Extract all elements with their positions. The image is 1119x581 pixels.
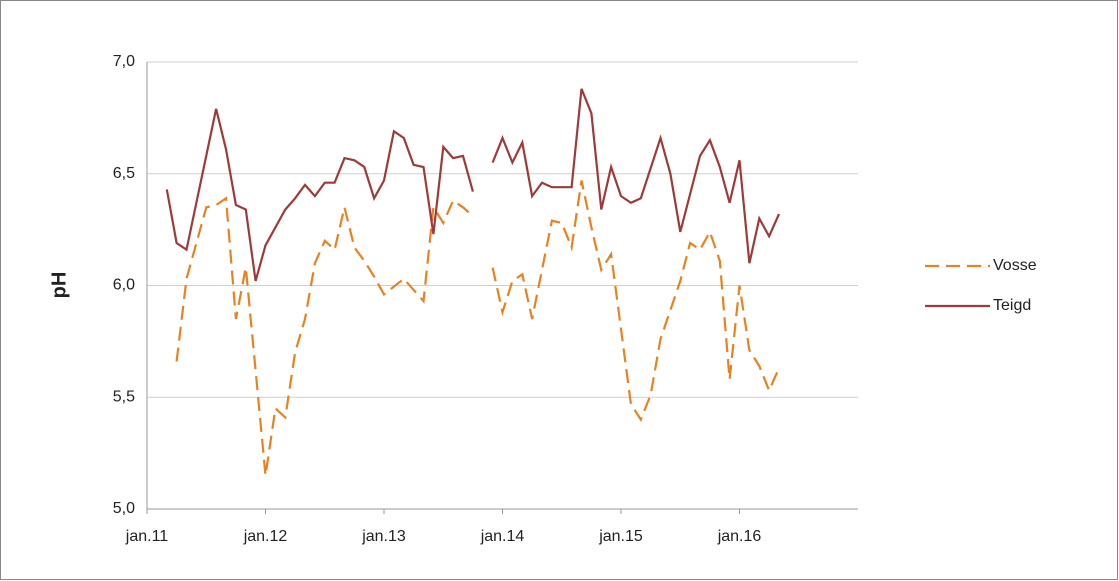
legend-label: Teigd [993,297,1031,314]
x-tick-label: jan.16 [717,528,762,545]
series-line [165,88,781,282]
y-tick-label: 6,0 [113,277,135,294]
series-line [175,180,781,476]
legend-label: Vosse [993,257,1037,274]
x-tick-label: jan.11 [125,528,169,545]
y-tick-label: 5,0 [113,500,135,517]
y-tick-label: 6,5 [113,165,135,182]
x-tick-label: jan.14 [480,528,525,545]
y-tick-label: 5,5 [113,388,135,405]
x-tick-label: jan.15 [598,528,643,545]
x-tick-label: jan.13 [361,528,406,545]
x-tick-label: jan.12 [243,528,288,545]
y-axis-label: pH [48,272,70,299]
y-tick-label: 7,0 [113,53,135,70]
